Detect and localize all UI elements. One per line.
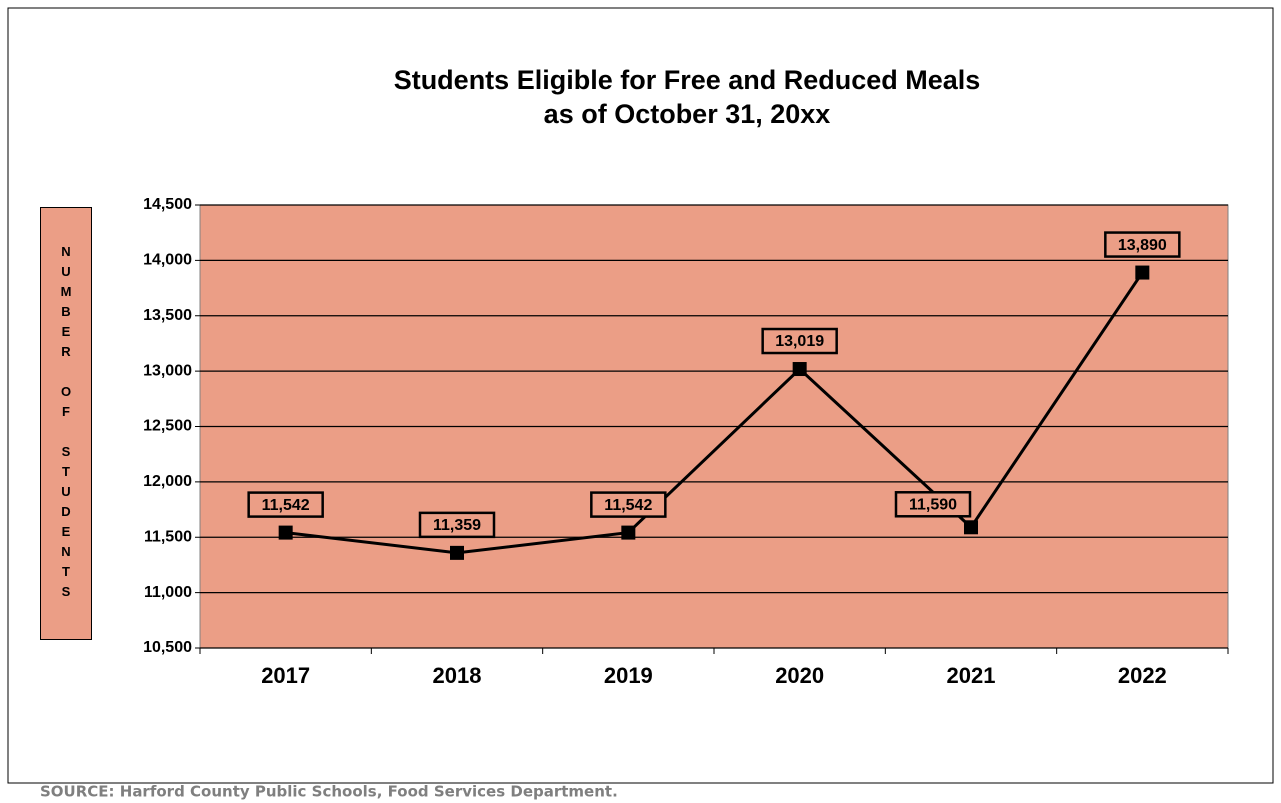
- y-tick-label: 14,000: [143, 252, 192, 269]
- x-tick-label: 2021: [947, 663, 996, 688]
- marker: [278, 525, 293, 540]
- marker: [964, 520, 978, 535]
- y-tick-label: 11,500: [144, 528, 192, 545]
- data-label-box: [761, 327, 838, 355]
- x-tick-label: 2022: [1118, 663, 1167, 688]
- data-label-box: [894, 491, 972, 518]
- marker: [792, 362, 807, 377]
- chart-frame: [7, 7, 1274, 784]
- x-tick-label: 2020: [775, 663, 824, 688]
- x-tick-label: 2018: [433, 663, 482, 688]
- series-line: [285, 271, 1144, 555]
- marker: [450, 545, 464, 560]
- data-label: 11,590: [909, 497, 957, 514]
- y-tick-label: 13,500: [143, 307, 192, 324]
- y-tick-label: 10,500: [143, 639, 192, 656]
- y-tick-label: 12,500: [143, 418, 192, 435]
- chart-title: Students Eligible for Free and Reduced M…: [394, 65, 981, 95]
- y-tick-label: 11,000: [144, 584, 192, 601]
- x-tick-label: 2019: [604, 663, 653, 688]
- data-label-box: [590, 491, 667, 518]
- data-label: 13,019: [775, 333, 824, 350]
- x-tick-label: 2017: [261, 663, 310, 688]
- data-label-box: [418, 511, 496, 539]
- y-tick-label: 14,500: [143, 196, 192, 213]
- chart-subtitle: as of October 31, 20xx: [544, 99, 831, 129]
- y-axis-title-box: NUMBER OF STUDENTS: [40, 207, 92, 640]
- data-label: 11,542: [262, 497, 310, 514]
- marker: [621, 525, 636, 540]
- y-tick-label: 12,000: [143, 473, 192, 490]
- marker: [1135, 265, 1150, 280]
- source-note: SOURCE: Harford County Public Schools, F…: [40, 783, 618, 801]
- data-label-box: [1104, 231, 1181, 258]
- data-label: 11,359: [433, 517, 481, 534]
- data-label: 13,890: [1118, 237, 1167, 254]
- y-axis-title: NUMBER OF STUDENTS: [58, 243, 74, 604]
- y-tick-label: 13,000: [143, 362, 192, 379]
- data-label: 11,542: [604, 497, 652, 514]
- data-label-box: [247, 491, 324, 518]
